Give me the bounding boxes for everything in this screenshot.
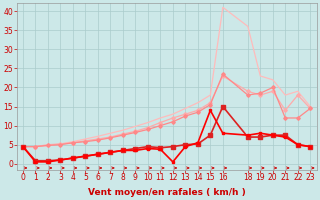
X-axis label: Vent moyen/en rafales ( km/h ): Vent moyen/en rafales ( km/h ) — [88, 188, 245, 197]
